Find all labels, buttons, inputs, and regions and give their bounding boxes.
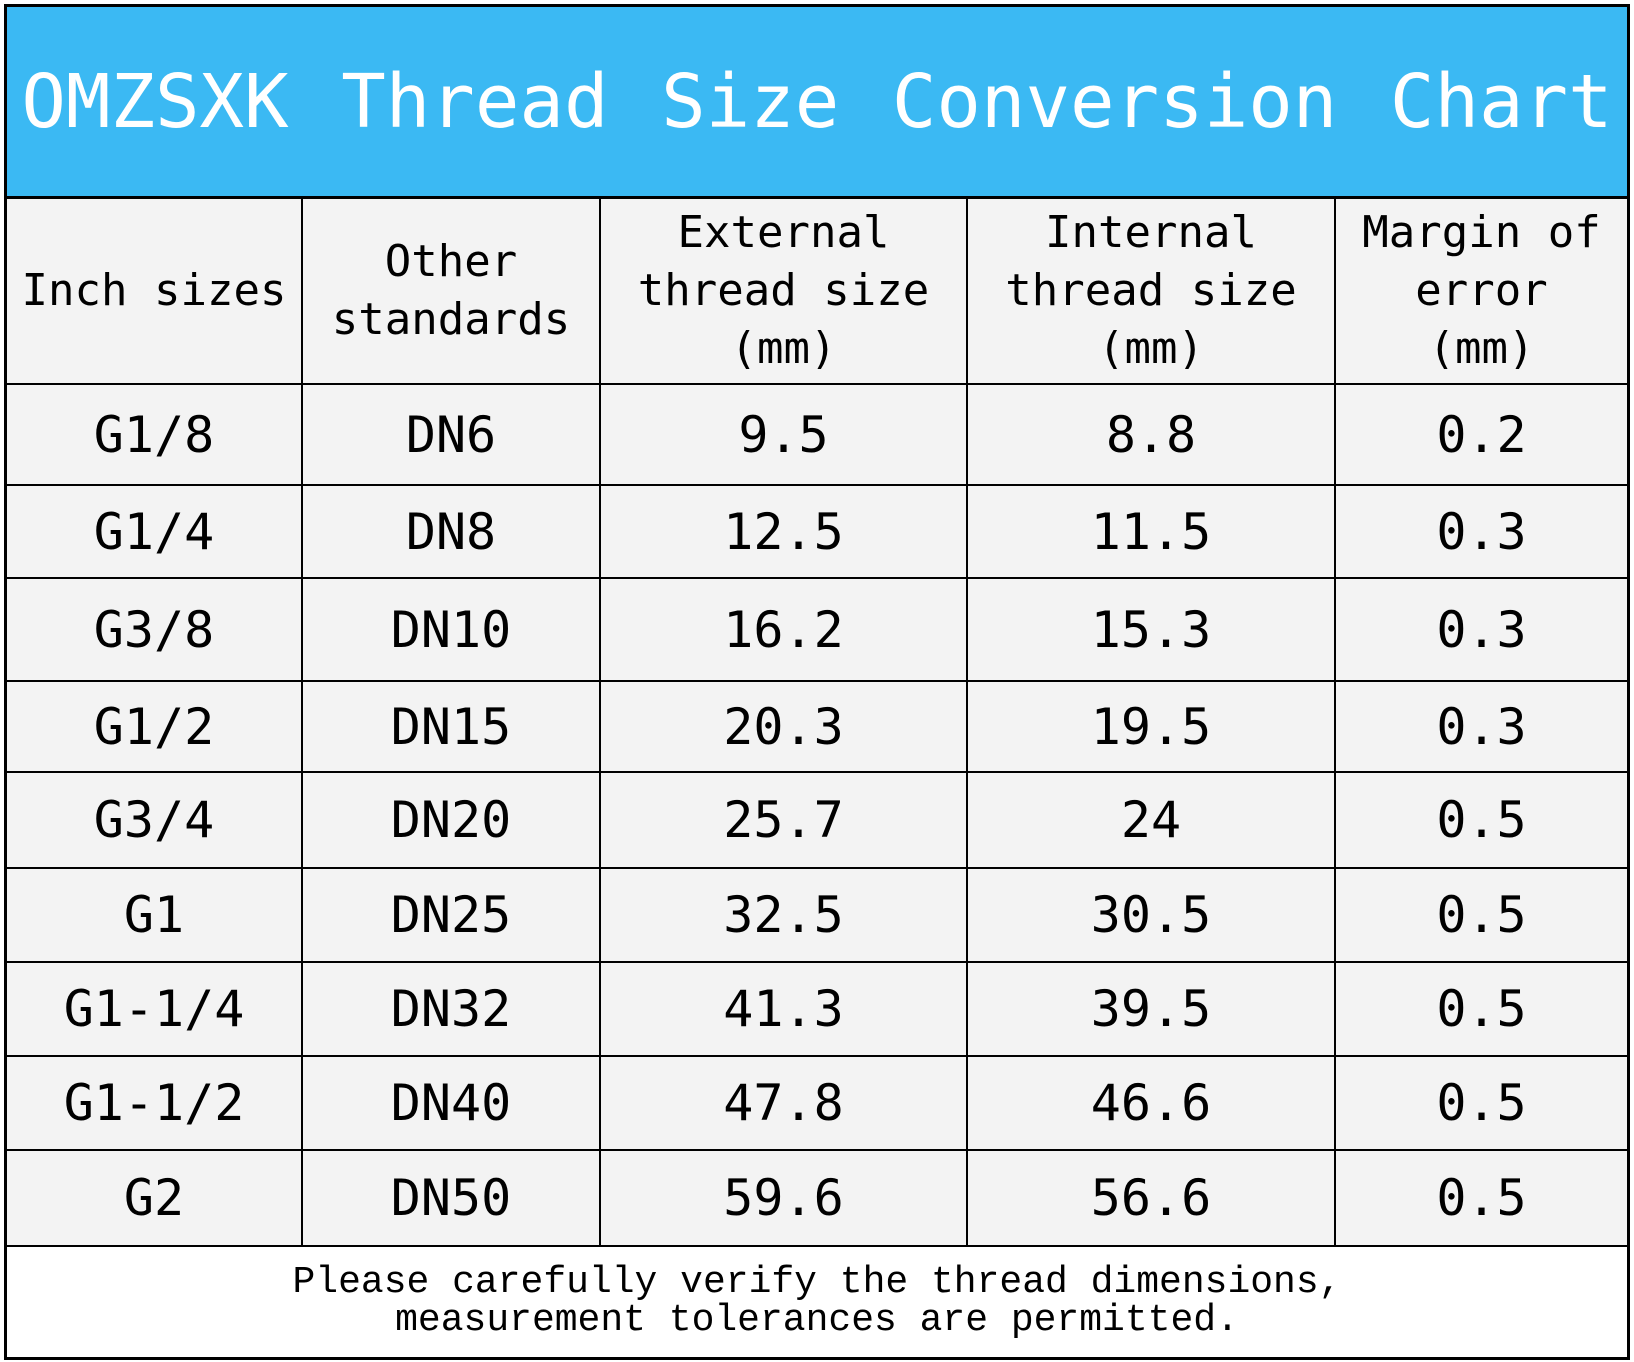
table-cell: 0.5 — [1336, 869, 1627, 963]
header-line: (mm) — [730, 323, 837, 374]
table-cell: 0.5 — [1336, 1151, 1627, 1247]
table-cell: DN15 — [303, 682, 601, 773]
table-cell: DN20 — [303, 773, 601, 869]
header-line: error — [1415, 265, 1548, 316]
table-cell: DN25 — [303, 869, 601, 963]
header-line: (mm) — [1098, 323, 1204, 374]
table-frame: OMZSXK Thread Size Conversion Chart Plea… — [4, 4, 1630, 1360]
table-cell: G1/4 — [7, 486, 303, 579]
header-cell: Margin of error (mm) — [1336, 199, 1627, 385]
table-cell: 0.3 — [1336, 579, 1627, 682]
header-cell: External thread size (mm) — [601, 199, 968, 385]
table-cell: 39.5 — [968, 963, 1336, 1057]
table-cell: 16.2 — [601, 579, 968, 682]
header-line: thread size — [637, 265, 930, 316]
footer-line: measurement tolerances are permitted. — [395, 1299, 1239, 1342]
header-cell: Internal thread size (mm) — [968, 199, 1336, 385]
table-cell: G1 — [7, 869, 303, 963]
table-cell: 30.5 — [968, 869, 1336, 963]
table-cell: G2 — [7, 1151, 303, 1247]
header-line: (mm) — [1428, 323, 1535, 374]
table-cell: 0.3 — [1336, 486, 1627, 579]
table-cell: DN10 — [303, 579, 601, 682]
table-cell: 15.3 — [968, 579, 1336, 682]
table-cell: 59.6 — [601, 1151, 968, 1247]
table-cell: 24 — [968, 773, 1336, 869]
header-line: Internal — [1045, 207, 1257, 258]
table-cell: DN40 — [303, 1057, 601, 1151]
table-cell: G1/8 — [7, 385, 303, 486]
table-cell: 56.6 — [968, 1151, 1336, 1247]
footer-line: Please carefully verify the thread dimen… — [292, 1261, 1342, 1304]
table-cell: DN8 — [303, 486, 601, 579]
table-cell: G3/8 — [7, 579, 303, 682]
table-cell: 19.5 — [968, 682, 1336, 773]
table-cell: G1-1/2 — [7, 1057, 303, 1151]
table-cell: 32.5 — [601, 869, 968, 963]
header-cell: Inch sizes — [7, 199, 303, 385]
table-cell: 12.5 — [601, 486, 968, 579]
table-cell: DN6 — [303, 385, 601, 486]
table-cell: 46.6 — [968, 1057, 1336, 1151]
table-cell: DN50 — [303, 1151, 601, 1247]
title: OMZSXK Thread Size Conversion Chart — [7, 7, 1627, 199]
table-cell: G3/4 — [7, 773, 303, 869]
table-cell: 47.8 — [601, 1057, 968, 1151]
table-cell: 11.5 — [968, 486, 1336, 579]
table-cell: 8.8 — [968, 385, 1336, 486]
table-cell: G1-1/4 — [7, 963, 303, 1057]
table-cell: 41.3 — [601, 963, 968, 1057]
table-cell: 0.3 — [1336, 682, 1627, 773]
table-cell: DN32 — [303, 963, 601, 1057]
table-cell: 0.2 — [1336, 385, 1627, 486]
table-cell: 0.5 — [1336, 963, 1627, 1057]
header-line: Other — [384, 236, 518, 287]
table-cell: G1/2 — [7, 682, 303, 773]
table-cell: 0.5 — [1336, 1057, 1627, 1151]
table-cell: 25.7 — [601, 773, 968, 869]
header-line: thread size — [1005, 265, 1297, 316]
table-cell: 9.5 — [601, 385, 968, 486]
header-line: standards — [331, 294, 571, 345]
table-cell: 0.5 — [1336, 773, 1627, 869]
footer: Please carefully verify the thread dimen… — [7, 1247, 1627, 1357]
header-cell: Other standards — [303, 199, 601, 385]
header-line: External — [677, 207, 890, 258]
table-cell: 20.3 — [601, 682, 968, 773]
header-line: Margin of — [1362, 207, 1601, 258]
header-line: Inch sizes — [21, 265, 287, 316]
